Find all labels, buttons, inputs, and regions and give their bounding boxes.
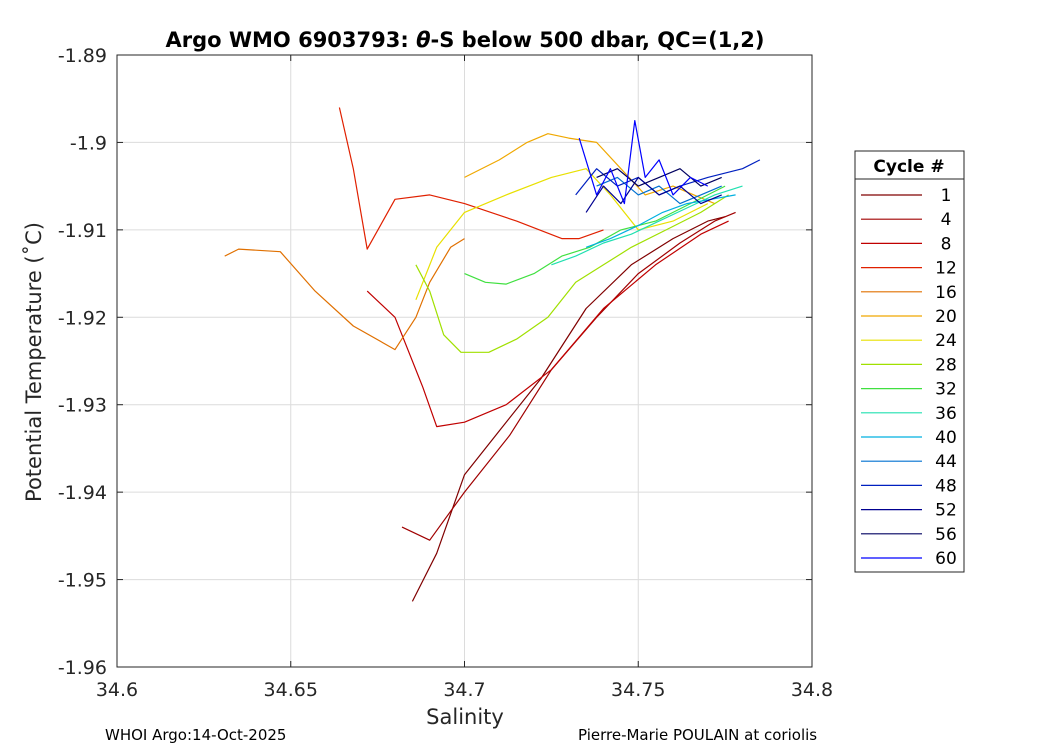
x-tick-label: 34.65 (264, 679, 318, 701)
legend-label-56: 56 (935, 525, 957, 545)
footer-left: WHOI Argo:14-Oct-2025 (105, 726, 286, 744)
series-line-cycle-60 (578, 119, 709, 205)
series-line-cycle-52 (585, 176, 722, 213)
y-axis-label: Potential Temperature (˚C) (22, 222, 46, 502)
series-line-cycle-32 (464, 185, 726, 285)
y-tick-label: -1.89 (58, 45, 107, 67)
legend-label-28: 28 (935, 355, 957, 375)
series-line-cycle-8 (366, 220, 729, 428)
y-tick-label: -1.95 (58, 570, 107, 592)
legend-label-60: 60 (935, 549, 957, 569)
x-tick-label: 34.6 (96, 679, 138, 701)
y-tick-labels: -1.89 -1.9 -1.91 -1.92 -1.93 -1.94 -1.95 -1.96 (58, 45, 812, 679)
series-line-cycle-36 (551, 185, 743, 266)
legend-title: Cycle # (873, 157, 944, 177)
series-line-cycle-28 (415, 194, 729, 353)
legend-label-12: 12 (935, 259, 957, 279)
y-tick-label: -1.92 (58, 307, 107, 329)
footer-right: Pierre-Marie POULAIN at coriolis (578, 726, 817, 744)
legend-label-4: 4 (941, 210, 952, 230)
x-tick-label: 34.7 (443, 679, 485, 701)
legend-label-44: 44 (935, 452, 957, 472)
legend-label-16: 16 (935, 283, 957, 303)
series-line-cycle-20 (464, 133, 715, 205)
y-tick-label: -1.96 (58, 657, 107, 679)
y-tick-label: -1.93 (58, 395, 107, 417)
y-tick-label: -1.9 (70, 132, 107, 154)
legend-label-52: 52 (935, 501, 957, 521)
legend-label-20: 20 (935, 307, 957, 327)
legend-label-8: 8 (941, 234, 952, 254)
x-axis-label: Salinity (426, 705, 504, 729)
legend-label-1: 1 (941, 186, 952, 206)
legend-label-48: 48 (935, 476, 957, 496)
series-line-cycle-16 (224, 238, 465, 351)
y-tick-label: -1.94 (58, 482, 107, 504)
series-line-cycle-1 (411, 216, 726, 602)
x-tick-labels: 34.6 34.65 34.7 34.75 34.8 (96, 55, 833, 701)
legend-label-32: 32 (935, 380, 957, 400)
chart-title: Argo WMO 6903793: θ-S below 500 dbar, QC… (165, 28, 764, 52)
x-tick-label: 34.75 (611, 679, 665, 701)
series-line-cycle-44 (596, 176, 722, 205)
legend-label-40: 40 (935, 428, 957, 448)
series-lines (224, 107, 761, 602)
series-line-cycle-24 (415, 168, 709, 301)
legend-label-24: 24 (935, 331, 957, 351)
y-tick-label: -1.91 (58, 220, 107, 242)
legend-label-36: 36 (935, 404, 957, 424)
legend-box (854, 150, 965, 573)
series-line-cycle-12 (338, 107, 604, 250)
series-line-cycle-56 (596, 168, 722, 187)
x-tick-label: 34.8 (791, 679, 833, 701)
